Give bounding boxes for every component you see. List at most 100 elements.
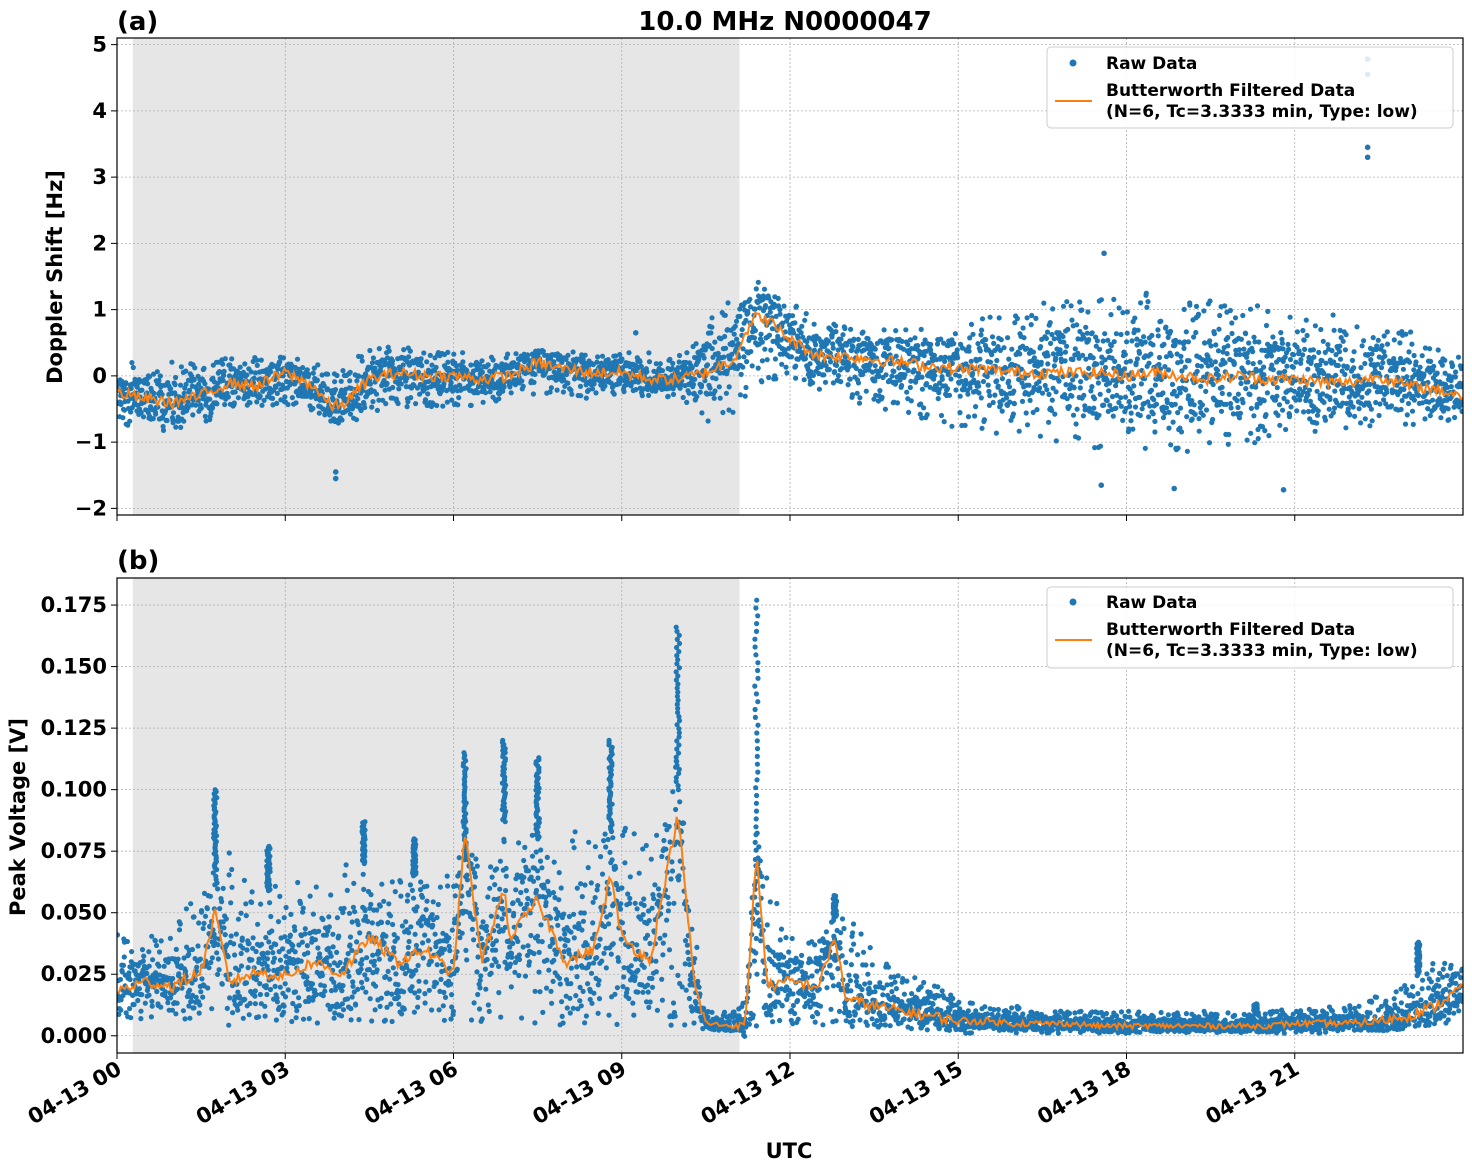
raw-point (1369, 418, 1375, 424)
raw-point (693, 341, 699, 347)
raw-point (369, 920, 375, 926)
raw-point (1215, 348, 1222, 354)
raw-point (1286, 414, 1293, 420)
raw-point (478, 973, 484, 979)
raw-point (183, 368, 189, 374)
raw-point (1029, 312, 1035, 319)
raw-point (583, 395, 589, 401)
raw-point (559, 359, 565, 365)
raw-point (186, 1003, 192, 1009)
raw-point (689, 365, 695, 371)
raw-point (330, 931, 336, 937)
raw-point (574, 964, 580, 970)
raw-point (1212, 359, 1218, 365)
raw-point (1156, 361, 1162, 368)
raw-point (979, 327, 985, 333)
raw-point (273, 941, 279, 948)
raw-point (915, 343, 921, 349)
raw-point (358, 354, 364, 360)
raw-point (1026, 382, 1032, 388)
raw-point (860, 371, 866, 377)
raw-point (131, 1001, 137, 1008)
raw-point (1141, 334, 1147, 340)
raw-point (434, 402, 440, 409)
raw-point (932, 372, 938, 379)
raw-point (279, 964, 285, 970)
raw-point (1006, 384, 1013, 390)
raw-point (1187, 302, 1193, 308)
raw-point (483, 390, 489, 396)
raw-point (938, 354, 944, 361)
raw-point (1435, 347, 1441, 353)
raw-point (1226, 391, 1232, 397)
raw-point (572, 829, 578, 835)
raw-point (591, 381, 597, 387)
raw-point (568, 929, 574, 935)
raw-point (188, 901, 194, 907)
raw-point (1312, 428, 1318, 434)
raw-point (1096, 412, 1102, 418)
raw-point (653, 361, 659, 367)
raw-point (189, 402, 195, 408)
raw-point (821, 372, 827, 378)
raw-point (414, 904, 420, 910)
raw-point (396, 386, 402, 392)
raw-point (376, 950, 382, 956)
raw-point (1400, 366, 1406, 372)
raw-point (793, 303, 800, 309)
raw-point (1016, 428, 1022, 434)
raw-point (156, 377, 162, 384)
raw-point (758, 331, 764, 337)
raw-point (1108, 312, 1114, 318)
raw-point (968, 358, 974, 364)
raw-point (1132, 404, 1139, 410)
raw-point (1147, 403, 1153, 409)
raw-point (1111, 296, 1117, 302)
raw-point (177, 921, 183, 927)
raw-point (613, 353, 619, 359)
raw-point (153, 970, 159, 976)
raw-point (1052, 411, 1058, 417)
raw-point (1006, 356, 1012, 362)
raw-point (140, 958, 146, 964)
raw-point (160, 423, 166, 430)
raw-point (577, 998, 583, 1004)
raw-point (1244, 437, 1250, 443)
raw-point (865, 336, 871, 342)
raw-point (483, 986, 489, 992)
raw-point (179, 405, 185, 411)
raw-point (298, 958, 304, 964)
raw-point (897, 377, 903, 383)
raw-point (384, 380, 390, 387)
raw-point (356, 1017, 362, 1023)
raw-point (877, 388, 883, 394)
raw-point (621, 389, 627, 395)
raw-point (1255, 436, 1261, 442)
raw-point (334, 915, 340, 921)
raw-point (139, 947, 146, 953)
raw-point (1229, 330, 1235, 337)
raw-point (1244, 354, 1250, 360)
raw-point (592, 895, 598, 901)
raw-point (428, 958, 434, 964)
raw-point (296, 995, 302, 1001)
raw-point (497, 858, 503, 864)
raw-point (1160, 415, 1167, 421)
raw-point (484, 956, 490, 963)
raw-point (1362, 416, 1368, 422)
raw-point (476, 1006, 483, 1012)
raw-point (358, 961, 364, 967)
raw-point (359, 358, 365, 364)
raw-point (1282, 354, 1288, 360)
raw-point (1303, 317, 1309, 323)
raw-point (181, 418, 187, 424)
raw-point (977, 348, 983, 354)
raw-point (336, 933, 342, 939)
raw-point (126, 970, 132, 976)
raw-point (129, 949, 135, 955)
raw-point (1186, 393, 1192, 399)
raw-point (410, 895, 417, 901)
raw-outlier-10 (632, 330, 639, 336)
raw-point (440, 403, 446, 409)
raw-point (1372, 368, 1378, 374)
